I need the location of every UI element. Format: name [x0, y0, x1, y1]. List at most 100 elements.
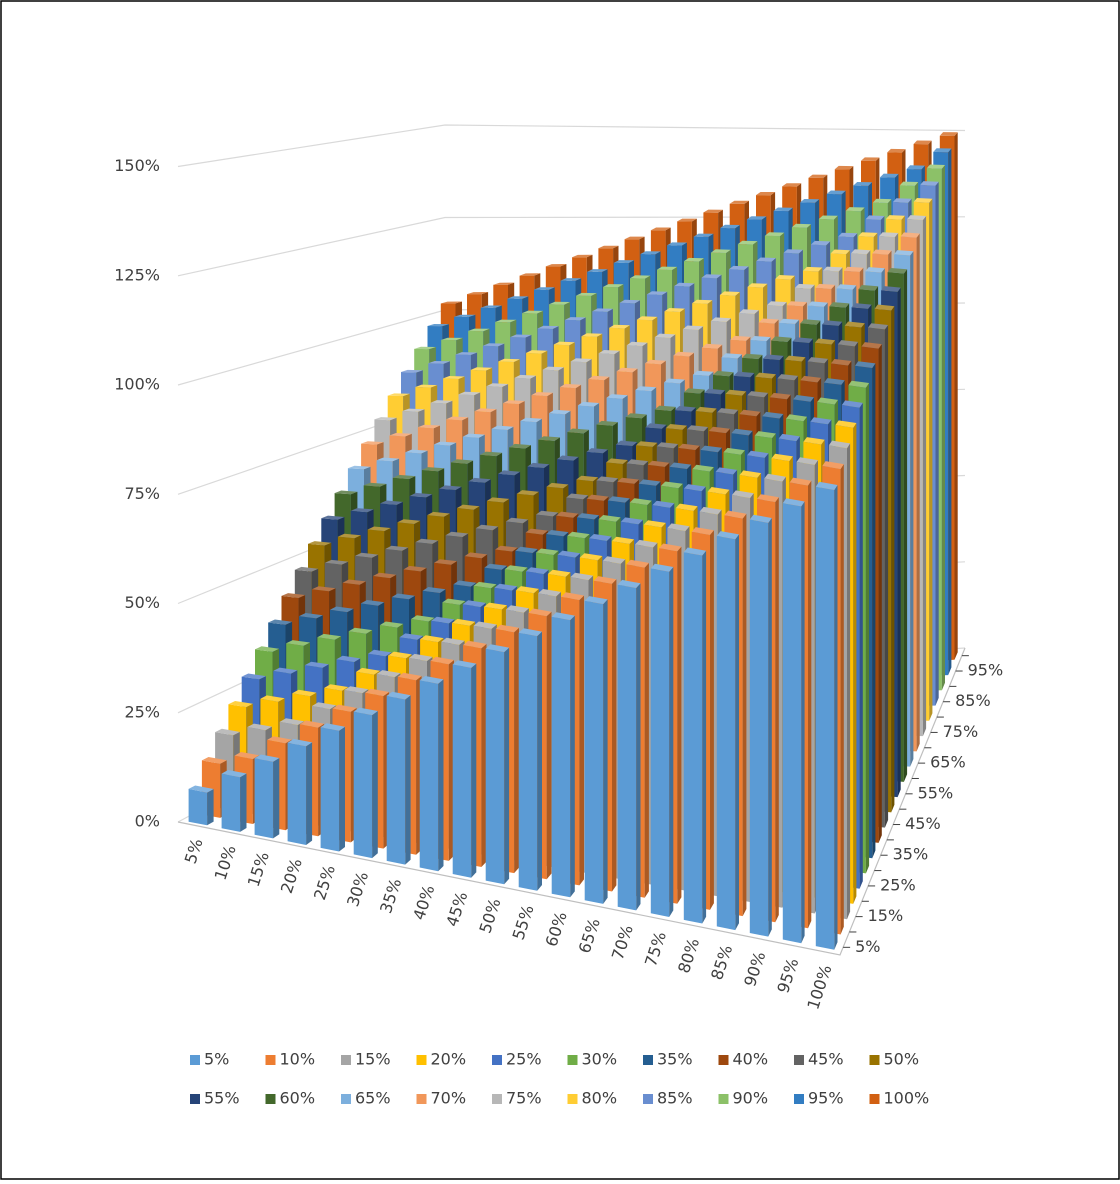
bar-top: [392, 474, 416, 479]
bar-top: [397, 672, 422, 681]
bar-top: [826, 190, 846, 195]
bar-front: [452, 664, 472, 878]
bar-top: [843, 266, 864, 272]
bar-front: [485, 648, 505, 885]
bar-top: [480, 305, 502, 308]
bar-side: [853, 423, 857, 904]
bar-top: [829, 302, 850, 308]
bar-top: [625, 413, 647, 419]
bar-top: [486, 497, 510, 503]
bar-top: [484, 602, 507, 610]
legend-swatch: [341, 1094, 351, 1104]
bar-top: [791, 223, 811, 228]
bar-top: [401, 369, 423, 373]
bar-top: [778, 433, 800, 442]
legend-swatch: [869, 1094, 880, 1104]
bar-top: [495, 624, 519, 633]
bar-top: [851, 249, 871, 255]
bar-top: [452, 660, 477, 668]
bar-top: [365, 688, 390, 696]
bar-top: [602, 556, 626, 564]
bar-side: [570, 615, 575, 898]
bar-top: [887, 268, 908, 274]
bar-top: [538, 589, 561, 597]
bar-top: [617, 579, 641, 588]
bar-top: [536, 510, 559, 517]
bar-top: [872, 249, 892, 255]
bar-top: [312, 702, 337, 710]
bar-top: [414, 346, 436, 350]
bar: [617, 579, 641, 911]
bar-top: [495, 545, 518, 552]
bar-top: [549, 409, 571, 415]
bar-top: [775, 275, 795, 280]
bar-top: [652, 500, 675, 508]
bar-top: [795, 283, 815, 289]
bar-top: [427, 511, 450, 517]
bar-side: [405, 695, 411, 865]
bar-top: [430, 400, 453, 404]
bar-top: [519, 273, 541, 276]
legend-swatch: [794, 1094, 804, 1104]
bar-top: [786, 414, 807, 422]
bar-top: [545, 264, 567, 267]
bar-top: [913, 198, 933, 203]
bar-top: [415, 538, 439, 544]
bar-top: [526, 350, 548, 354]
bar-top: [737, 240, 758, 245]
bar-top: [892, 198, 912, 203]
bar-top: [273, 667, 298, 674]
legend-label: 95%: [808, 1089, 844, 1108]
bar-top: [421, 467, 445, 472]
bar-top: [422, 587, 446, 593]
bar-top: [787, 301, 807, 307]
bar-top: [880, 173, 899, 178]
bar-top: [356, 667, 380, 675]
bar-top: [654, 405, 676, 411]
bar-front: [650, 568, 670, 917]
bar-top: [380, 500, 403, 505]
bar-top: [733, 371, 755, 378]
bar-top: [587, 269, 608, 272]
bar-top: [470, 367, 493, 371]
bar-top: [906, 165, 925, 170]
bar-top: [720, 224, 740, 229]
bar-top: [732, 490, 754, 498]
bar-top: [514, 374, 536, 379]
bar-top: [360, 600, 385, 606]
bar-top: [803, 437, 825, 445]
bar-top: [907, 215, 927, 220]
bar-top: [755, 372, 776, 379]
bar-top: [782, 183, 802, 187]
bar-top: [537, 325, 559, 329]
bar-top: [848, 380, 870, 388]
bar-top: [308, 541, 332, 546]
bar-top: [645, 359, 666, 365]
bar-top: [430, 656, 454, 665]
bar-top: [560, 278, 582, 281]
bar-top: [446, 416, 469, 421]
bar: [815, 481, 838, 950]
bar-top: [589, 534, 612, 541]
legend-label: 65%: [355, 1089, 391, 1108]
bar-side: [910, 251, 914, 767]
bar-top: [254, 754, 280, 762]
legend-label: 35%: [657, 1050, 693, 1069]
bar-top: [803, 266, 823, 272]
bar-top: [368, 649, 392, 657]
bar-top: [439, 485, 462, 490]
bar-top: [603, 284, 624, 288]
bar-top: [299, 720, 325, 728]
bar-top: [561, 592, 584, 600]
bar-top: [785, 355, 806, 362]
bar-top: [475, 524, 499, 531]
bar-top: [304, 661, 329, 668]
bar-top: [299, 613, 323, 619]
bar-top: [835, 420, 857, 428]
bar-top: [674, 406, 696, 412]
legend-swatch: [643, 1055, 653, 1065]
bar: [452, 660, 477, 878]
bar-top: [255, 646, 279, 652]
legend-label: 55%: [204, 1089, 240, 1108]
legend-swatch: [492, 1055, 502, 1065]
